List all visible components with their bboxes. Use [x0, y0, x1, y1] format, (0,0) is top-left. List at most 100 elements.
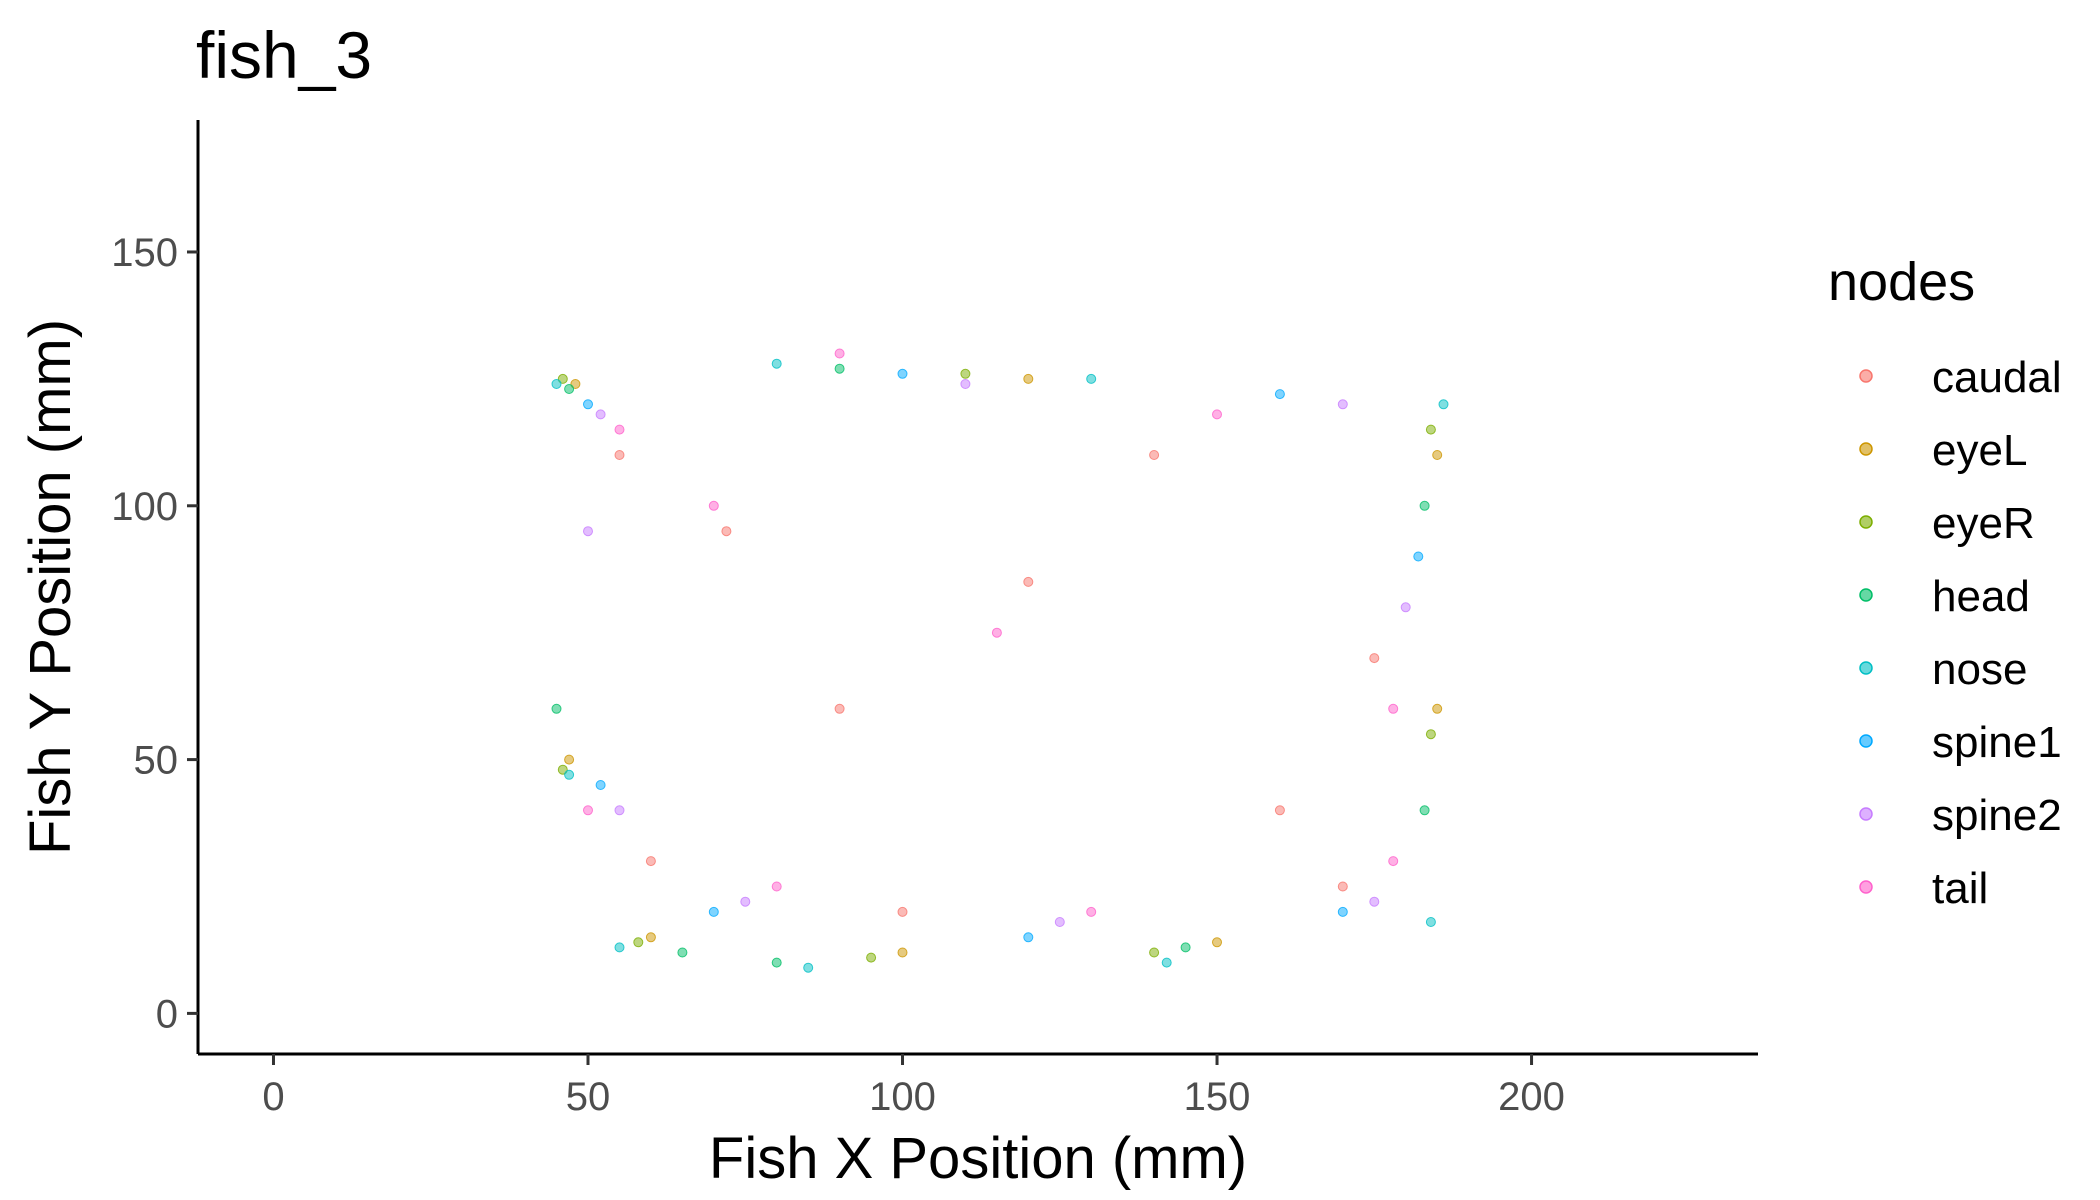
- data-point: [708, 906, 719, 917]
- data-point: [1369, 896, 1380, 907]
- legend-item-eyeR: eyeR: [1859, 499, 2035, 548]
- data-point: [708, 500, 719, 511]
- legend-label: nose: [1932, 645, 2027, 694]
- data-point: [740, 896, 751, 907]
- data-point: [1212, 937, 1222, 948]
- legend-item-nose: nose: [1859, 645, 2027, 694]
- data-point: [1274, 805, 1285, 816]
- data-point: [551, 703, 562, 714]
- legend-item-tail: tail: [1859, 864, 1988, 913]
- legend-label: spine2: [1932, 791, 2062, 840]
- y-tick-label: 100: [111, 485, 178, 529]
- data-point: [1023, 373, 1034, 384]
- x-tick-label: 150: [1184, 1075, 1251, 1119]
- x-tick-label: 200: [1498, 1075, 1565, 1119]
- y-tick-label: 0: [156, 992, 178, 1036]
- legend: nodes caudal eyeL eyeR head nose spine1 spine2…: [1828, 252, 2062, 913]
- data-point: [834, 348, 845, 359]
- legend-item-eyeL: eyeL: [1859, 426, 2027, 475]
- legend-key: [1859, 734, 1873, 748]
- data-point: [1180, 942, 1191, 953]
- data-point: [583, 399, 593, 410]
- data-point: [960, 379, 971, 389]
- data-point: [1425, 424, 1436, 435]
- data-point: [583, 526, 593, 537]
- data-point: [633, 937, 644, 948]
- legend-key: [1859, 515, 1873, 529]
- data-point: [583, 805, 593, 816]
- data-point: [1413, 551, 1424, 562]
- data-point: [1086, 906, 1097, 917]
- data-point: [1388, 856, 1399, 867]
- legend-key: [1859, 442, 1873, 456]
- data-point: [614, 450, 625, 460]
- data-point: [1149, 450, 1160, 460]
- legend-label: tail: [1932, 864, 1988, 913]
- x-axis-ticks: 0 50 100 150 200: [262, 1054, 1565, 1119]
- data-point: [771, 957, 782, 968]
- legend-item-spine1: spine1: [1859, 718, 2062, 767]
- legend-label: head: [1932, 572, 2030, 621]
- data-point: [834, 703, 845, 714]
- legend-key: [1859, 880, 1873, 894]
- y-tick-label: 50: [134, 739, 179, 783]
- data-point: [1337, 906, 1348, 917]
- legend-key: [1859, 807, 1873, 821]
- data-point: [960, 368, 971, 379]
- data-point: [1400, 602, 1411, 613]
- data-point: [1432, 450, 1443, 460]
- legend-label: spine1: [1932, 718, 2062, 767]
- data-point: [1432, 703, 1443, 714]
- series-head: [551, 363, 1430, 968]
- data-point: [614, 805, 625, 816]
- series-caudal: [614, 450, 1380, 917]
- data-point: [564, 754, 575, 765]
- points-layer: [551, 348, 1449, 973]
- data-point: [771, 881, 782, 892]
- series-spine1: [583, 368, 1424, 943]
- data-point: [614, 424, 625, 435]
- data-point: [645, 932, 656, 943]
- chart-title: fish_3: [196, 18, 372, 92]
- data-point: [1425, 917, 1436, 927]
- legend-key: [1859, 661, 1873, 675]
- data-point: [1388, 703, 1399, 714]
- data-point: [1419, 805, 1430, 816]
- data-point: [1438, 399, 1449, 410]
- data-point: [991, 627, 1002, 638]
- plot-area: [551, 348, 1449, 973]
- data-point: [1337, 881, 1348, 892]
- data-point: [1425, 729, 1436, 740]
- data-point: [897, 368, 908, 379]
- series-spine2: [583, 379, 1411, 927]
- data-point: [1337, 399, 1348, 410]
- data-point: [866, 952, 877, 963]
- series-nose: [551, 358, 1449, 973]
- series-eyeL: [564, 373, 1443, 958]
- legend-label: eyeR: [1932, 499, 2035, 548]
- x-tick-label: 100: [869, 1075, 936, 1119]
- series-tail: [583, 348, 1399, 917]
- data-point: [834, 363, 845, 374]
- series-eyeR: [557, 368, 1436, 963]
- y-tick-label: 150: [111, 231, 178, 275]
- data-point: [645, 856, 656, 867]
- legend-item-head: head: [1859, 572, 2030, 621]
- data-point: [677, 947, 688, 958]
- data-point: [897, 947, 908, 958]
- data-point: [1212, 409, 1222, 420]
- legend-title: nodes: [1828, 252, 1975, 312]
- data-point: [771, 358, 782, 369]
- data-point: [1086, 373, 1097, 384]
- data-point: [1149, 947, 1160, 958]
- y-axis-title: Fish Y Position (mm): [18, 319, 83, 855]
- x-tick-label: 50: [566, 1075, 611, 1119]
- data-point: [1274, 389, 1285, 400]
- y-axis-ticks: 0 50 100 150: [111, 231, 198, 1036]
- data-point: [595, 409, 606, 420]
- data-point: [721, 526, 732, 537]
- data-point: [551, 379, 562, 389]
- legend-key: [1859, 588, 1873, 602]
- data-point: [803, 962, 814, 973]
- data-point: [595, 780, 606, 790]
